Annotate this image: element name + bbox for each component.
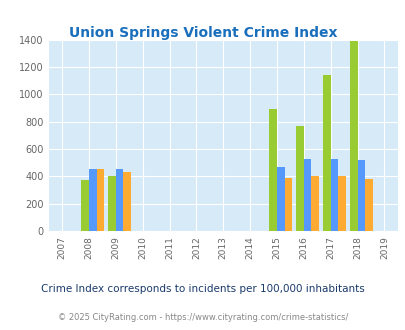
Bar <box>322 75 330 231</box>
Bar <box>296 126 303 231</box>
Bar <box>364 179 372 231</box>
Bar <box>330 159 337 231</box>
Bar <box>311 176 318 231</box>
Text: © 2025 CityRating.com - https://www.cityrating.com/crime-statistics/: © 2025 CityRating.com - https://www.city… <box>58 313 347 322</box>
Bar <box>269 109 276 231</box>
Bar <box>337 176 345 231</box>
Bar <box>96 170 104 231</box>
Bar <box>349 41 357 231</box>
Bar <box>108 176 115 231</box>
Bar <box>115 170 123 231</box>
Bar <box>89 170 96 231</box>
Text: Crime Index corresponds to incidents per 100,000 inhabitants: Crime Index corresponds to incidents per… <box>41 284 364 294</box>
Bar <box>357 160 364 231</box>
Bar <box>123 172 130 231</box>
Bar <box>284 178 291 231</box>
Bar <box>81 181 89 231</box>
Bar <box>303 158 311 231</box>
Text: Union Springs Violent Crime Index: Union Springs Violent Crime Index <box>68 26 337 40</box>
Bar <box>276 167 284 231</box>
